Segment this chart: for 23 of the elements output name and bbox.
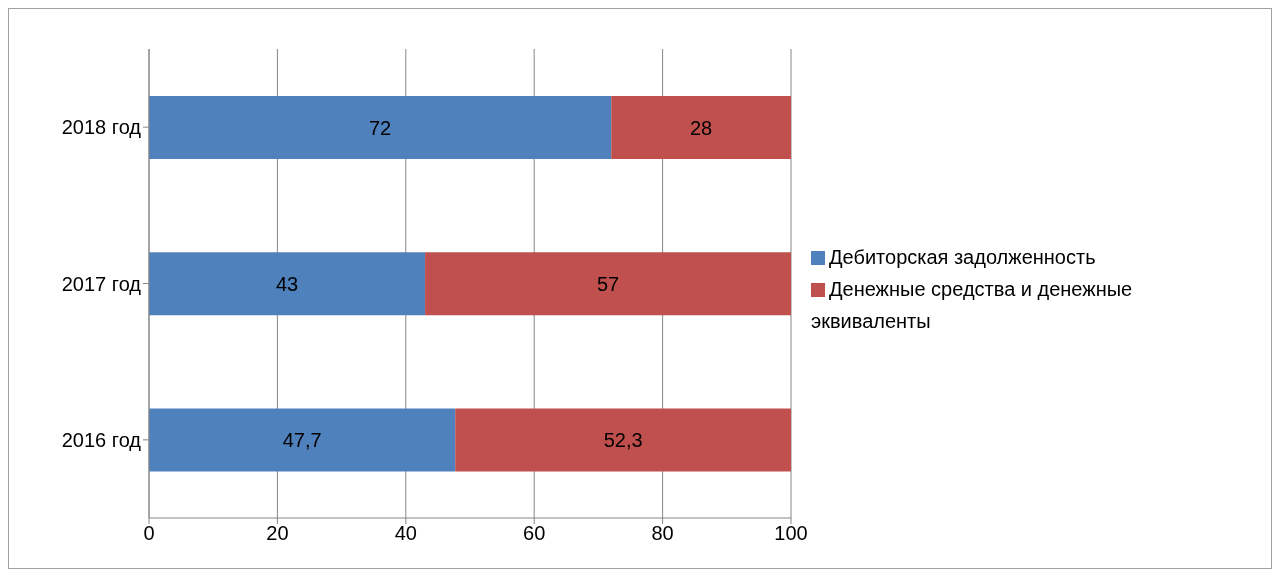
- bar: [149, 95, 612, 159]
- x-tick-label: 80: [651, 522, 674, 545]
- data-label: 72: [368, 116, 392, 139]
- bar: [149, 408, 456, 472]
- x-tick-label: 20: [266, 522, 289, 545]
- bar: [425, 252, 791, 316]
- y-tick-label: 2017 год: [61, 272, 142, 295]
- data-label: 52,3: [603, 429, 643, 452]
- x-tick-label: 60: [523, 522, 546, 545]
- y-tick-label: 2018 год: [61, 116, 142, 139]
- data-label: 43: [275, 272, 299, 295]
- data-label: 47,7: [282, 429, 322, 452]
- x-tick-label: 0: [143, 522, 155, 545]
- x-tick-label: 100: [774, 522, 808, 545]
- bar: [149, 252, 426, 316]
- legend-label: Денежные средства и денежные эквиваленты: [811, 277, 1133, 332]
- legend-label: Дебиторская задолженность: [829, 245, 1096, 268]
- data-label: 57: [596, 272, 620, 295]
- bar: [455, 408, 791, 472]
- y-tick-label: 2016 год: [61, 428, 142, 451]
- data-label: 28: [689, 116, 713, 139]
- bar: [611, 95, 791, 159]
- x-tick-label: 40: [394, 522, 417, 545]
